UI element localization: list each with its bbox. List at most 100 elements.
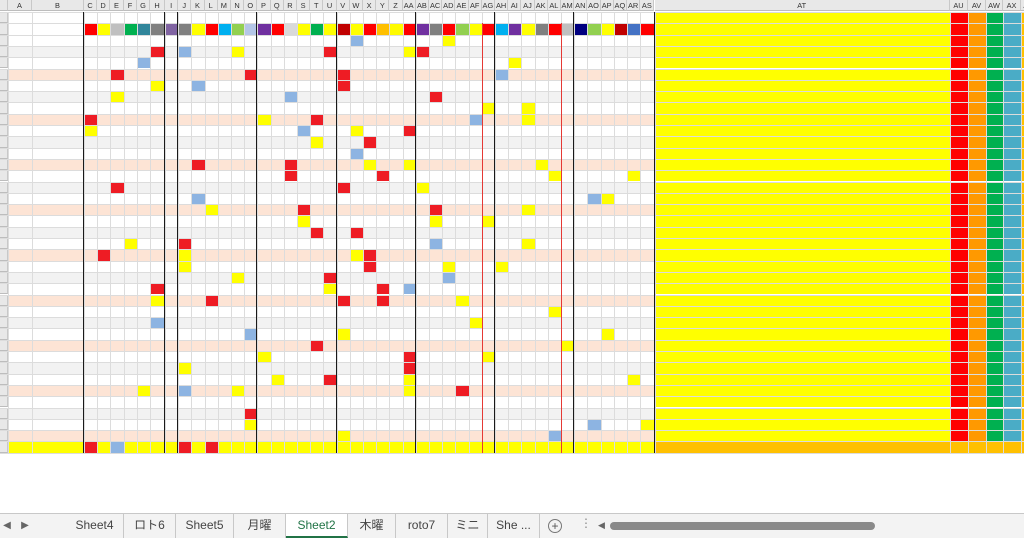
number-hit-cell[interactable]	[574, 102, 587, 113]
data-cell[interactable]	[376, 91, 390, 103]
data-cell[interactable]	[363, 226, 377, 238]
data-cell[interactable]	[640, 113, 655, 125]
data-cell[interactable]	[429, 306, 442, 317]
header-bar-cell[interactable]	[124, 23, 137, 35]
data-cell[interactable]	[442, 204, 456, 216]
header-number[interactable]	[587, 23, 600, 34]
data-cell[interactable]	[640, 396, 654, 407]
data-cell[interactable]	[469, 238, 482, 249]
round-number-cell[interactable]	[32, 249, 84, 260]
data-cell[interactable]	[336, 91, 350, 103]
data-cell[interactable]	[297, 283, 310, 294]
data-cell[interactable]	[8, 68, 32, 80]
data-cell[interactable]	[627, 68, 641, 80]
data-cell[interactable]	[165, 68, 179, 80]
data-cell[interactable]	[613, 384, 627, 397]
stat-cell[interactable]	[950, 91, 968, 102]
data-cell[interactable]	[376, 158, 390, 171]
data-cell[interactable]	[363, 362, 377, 374]
round-number-cell[interactable]	[32, 46, 84, 57]
round-number-cell[interactable]	[32, 159, 84, 170]
data-cell[interactable]	[323, 113, 337, 125]
round-number-cell[interactable]	[32, 430, 84, 441]
data-cell[interactable]	[323, 170, 336, 181]
data-cell[interactable]	[137, 148, 150, 159]
data-cell[interactable]	[257, 339, 271, 351]
data-cell[interactable]	[363, 407, 377, 419]
data-cell[interactable]	[640, 407, 655, 419]
round-number-cell[interactable]	[32, 328, 84, 339]
data-cell[interactable]	[97, 238, 110, 249]
number-hit-cell[interactable]	[297, 125, 311, 137]
data-cell[interactable]	[654, 91, 950, 103]
stat-cell[interactable]	[655, 204, 951, 215]
header-number[interactable]	[376, 23, 389, 34]
header-number[interactable]	[337, 12, 350, 23]
header-number[interactable]	[548, 23, 561, 34]
number-hit-cell[interactable]	[137, 384, 150, 397]
data-cell[interactable]	[640, 215, 654, 226]
number-hit-cell[interactable]	[244, 68, 258, 80]
data-cell[interactable]	[521, 249, 535, 261]
data-cell[interactable]	[97, 283, 110, 294]
data-cell[interactable]	[8, 362, 32, 374]
data-cell[interactable]	[481, 362, 495, 374]
data-cell[interactable]	[257, 125, 270, 136]
data-cell[interactable]	[231, 261, 244, 272]
header-bar-cell[interactable]	[640, 23, 655, 35]
column-header[interactable]: AH	[495, 0, 509, 12]
number-hit-cell[interactable]	[244, 374, 257, 385]
data-cell[interactable]	[534, 113, 548, 125]
data-cell[interactable]	[601, 374, 614, 385]
data-cell[interactable]	[376, 45, 390, 58]
data-cell[interactable]	[613, 158, 627, 171]
number-hit-cell[interactable]	[429, 204, 443, 216]
number-hit-cell[interactable]	[389, 441, 402, 452]
number-hit-cell[interactable]	[205, 159, 218, 170]
data-cell[interactable]	[337, 374, 350, 385]
data-cell[interactable]	[110, 226, 124, 238]
data-cell[interactable]	[495, 396, 508, 407]
data-cell[interactable]	[429, 226, 443, 238]
data-cell[interactable]	[376, 102, 389, 113]
data-cell[interactable]	[640, 158, 655, 171]
data-cell[interactable]	[1021, 181, 1024, 193]
number-hit-cell[interactable]	[547, 305, 561, 318]
data-cell[interactable]	[508, 148, 521, 159]
data-cell[interactable]	[271, 351, 284, 362]
data-cell[interactable]	[415, 430, 429, 442]
data-cell[interactable]	[402, 430, 416, 442]
data-cell[interactable]	[323, 193, 336, 204]
data-cell[interactable]	[178, 68, 192, 80]
header-number[interactable]	[416, 23, 429, 34]
data-cell[interactable]	[442, 158, 456, 171]
row-header[interactable]	[0, 91, 8, 103]
data-cell[interactable]	[640, 441, 655, 453]
data-cell[interactable]	[986, 147, 1003, 159]
stat-cell[interactable]	[968, 46, 986, 57]
stat-cell[interactable]	[655, 238, 951, 249]
data-cell[interactable]	[110, 306, 124, 317]
header-number[interactable]	[310, 23, 323, 34]
data-cell[interactable]	[389, 419, 402, 430]
data-cell[interactable]	[429, 430, 443, 442]
data-cell[interactable]	[968, 136, 986, 148]
data-cell[interactable]	[429, 148, 442, 159]
stat-cell[interactable]	[968, 148, 986, 159]
data-cell[interactable]	[124, 306, 137, 317]
row-header[interactable]	[0, 204, 8, 216]
header-number[interactable]	[521, 23, 534, 34]
data-cell[interactable]	[455, 91, 469, 103]
data-cell[interactable]	[614, 193, 627, 204]
number-hit-cell[interactable]	[403, 182, 416, 193]
data-cell[interactable]	[350, 396, 363, 407]
data-cell[interactable]	[217, 204, 231, 216]
data-cell[interactable]	[455, 283, 468, 294]
column-header[interactable]: AD	[442, 0, 456, 12]
data-cell[interactable]	[257, 80, 270, 91]
data-cell[interactable]	[482, 261, 495, 272]
data-cell[interactable]	[310, 125, 323, 136]
data-cell[interactable]	[481, 226, 495, 238]
header-cell[interactable]	[508, 12, 521, 23]
stat-cell[interactable]	[986, 362, 1003, 373]
